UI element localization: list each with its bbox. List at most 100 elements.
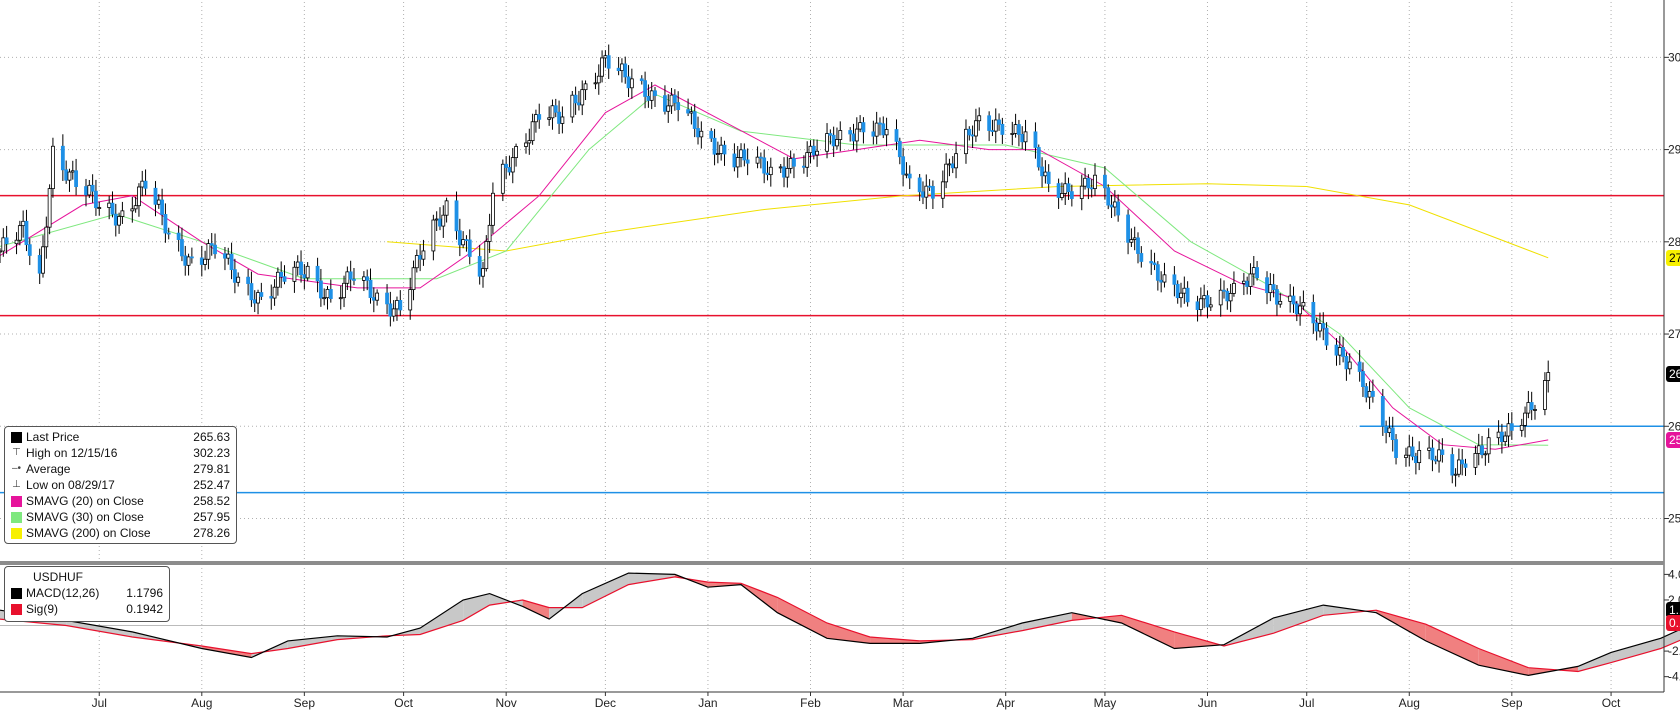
candle-body [1433,459,1438,462]
candle-body [1033,131,1038,148]
candle-body [256,292,260,304]
date-x-axis: Jul Aug Sep Oct Nov Dec Jan Feb Mar Apr May Jun Jul A… [0,691,1664,710]
candle-body [232,269,237,283]
candle-body [1523,412,1527,426]
candle-body [1463,463,1468,468]
candle-body [408,289,413,311]
candle-body [1126,214,1130,243]
candle-body [758,156,763,159]
macd-histogram-fill [463,593,490,621]
candle-body [24,220,29,246]
candle-body [739,149,743,158]
candle-body [1394,439,1398,458]
candle-body [547,117,552,120]
legend-value: 257.95 [193,510,230,524]
legend-label: Low on 08/29/17 [26,478,115,492]
candle-body [1486,437,1491,455]
x-tick-label: May [1094,696,1117,710]
candle-body [166,232,171,235]
candle-body [441,214,446,227]
x-tick-label: Oct [394,696,413,710]
candle-body [527,140,532,144]
candle-body [176,232,181,240]
candle-body [977,115,982,122]
candle-body [993,119,998,132]
candle-body [801,165,806,168]
candle-body [735,157,740,168]
macd-line [0,572,1680,677]
candle-body [848,130,853,135]
candle-body [987,115,992,131]
axis-value-badge: 0.1942 [1666,615,1680,632]
candle-body [1159,279,1164,283]
legend-label: SMAVG (20) on Close [26,494,144,508]
candle-body [411,267,416,290]
legend-value: 278.26 [193,526,230,540]
candle-body [1103,174,1107,189]
candle-body [1480,445,1484,456]
x-tick-label: Nov [495,696,516,710]
candle-body [41,246,45,274]
candle-body [1404,454,1408,458]
candle-body [484,241,489,270]
legend-value: 302.23 [193,446,230,460]
candle-body [530,121,535,142]
candle-body [894,129,899,142]
candle-body [534,114,538,123]
candle-body [1367,390,1372,398]
axis-value-badge: 1.1796 [1666,602,1680,619]
candle-body [0,250,2,253]
candle-body [1318,323,1322,332]
x-tick-label: Mar [893,696,914,710]
price-tick-label: 290 [1668,143,1680,157]
candle-body [762,157,767,174]
legend-value: 1.1796 [126,586,163,600]
macd-tick-label: 4.00 [1668,567,1680,581]
candle-body [391,308,396,317]
candle-body [120,210,125,217]
candle-body [44,226,49,248]
candle-body [1036,147,1041,168]
candle-body [1453,473,1458,476]
candle-body [1460,459,1465,465]
candle-body [1314,322,1319,332]
candle-body [282,276,287,282]
candle-body [1496,431,1501,439]
candle-body [557,111,561,124]
x-tick-label: Feb [800,696,821,710]
candle-body [444,200,449,216]
candle-body [854,128,859,142]
candle-body [947,163,952,166]
candle-body [461,239,466,246]
candle-body [27,244,32,256]
candle-body [676,102,681,111]
candle-body [477,256,482,277]
candle-body [722,144,727,155]
candle-body [1208,304,1213,308]
macd-histogram-fill [1323,605,1377,616]
price-y-axis: 250 260 270 280 290 300 [1664,50,1680,525]
candle-body [491,192,495,226]
candle-body [1456,459,1461,475]
candle-body [672,94,677,103]
candle-body [1278,300,1283,305]
candle-body [1020,134,1025,143]
candle-body [156,199,161,205]
axis-value-badge: 265.63 [1666,366,1680,383]
candle-body [143,180,148,189]
candle-body [924,185,929,198]
macd-histogram-fill [1660,629,1680,649]
macd-tick-label: -2.00 [1668,644,1680,658]
candle-body [213,244,217,255]
candle-body [315,265,320,282]
candle-body [878,122,882,125]
candle-body [1251,267,1256,275]
price-legend: Last Price 265.63 ⊤ High on 12/15/16 302.23–… [4,426,237,544]
candle-body [967,128,972,136]
legend-row: –• Average 279.81 [11,461,230,477]
candle-body [110,202,115,215]
price-tick-label: 280 [1668,235,1680,249]
candle-body [186,256,191,266]
candle-body [328,289,333,299]
candle-body [1056,183,1061,198]
